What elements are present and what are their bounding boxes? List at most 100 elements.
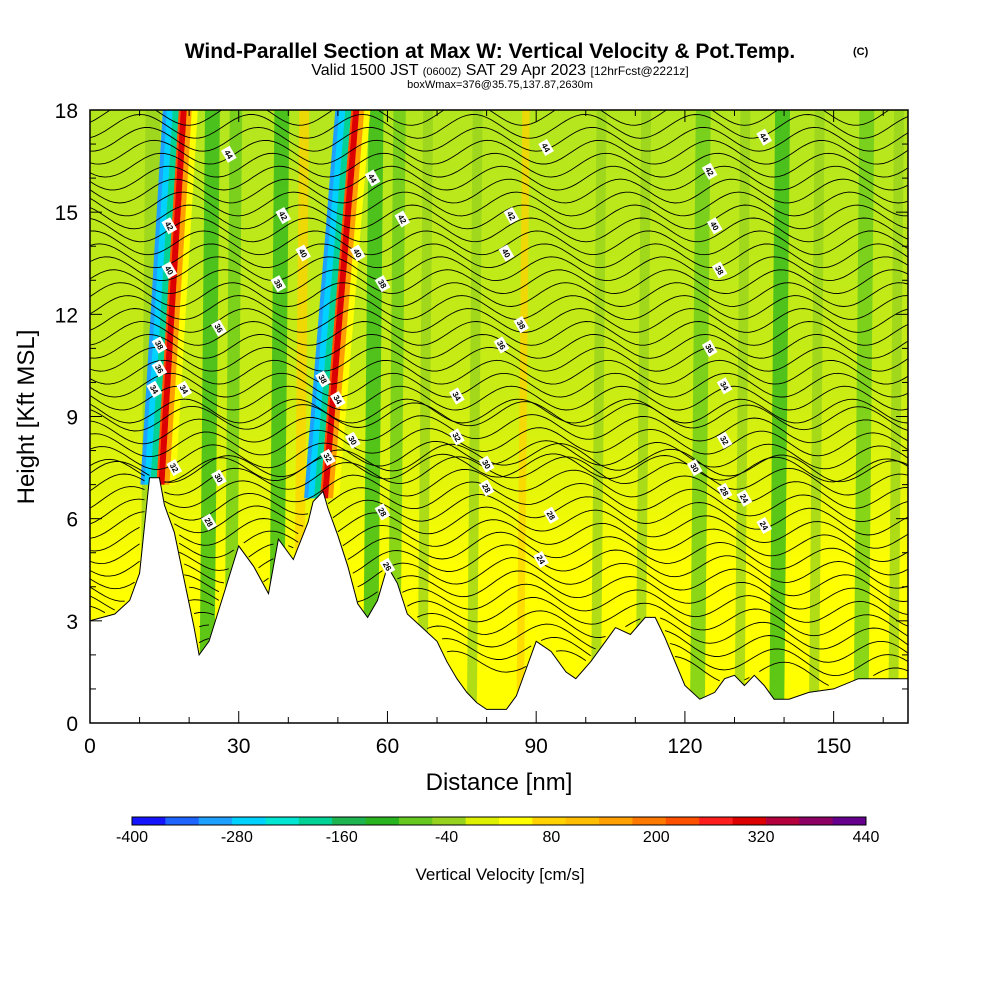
contour-label: 40 <box>161 261 178 279</box>
y-tick-label: 12 <box>55 304 78 327</box>
contour-label-bg <box>211 319 227 337</box>
contour-label-bg <box>478 479 495 497</box>
colorbar-swatch <box>132 817 166 825</box>
contour-label: 44 <box>364 169 381 187</box>
contour-label: 30 <box>344 431 361 449</box>
colorbar-swatch <box>699 817 734 825</box>
contour-label: 42 <box>394 210 411 228</box>
colorbar-swatch <box>765 817 800 825</box>
contour-label-bg <box>394 210 411 228</box>
contour-label-bg <box>716 377 733 395</box>
contour-label: 44 <box>220 145 237 163</box>
velocity-streak <box>466 110 483 723</box>
contour-label-bg <box>503 207 520 225</box>
colorbar-swatch <box>298 817 333 825</box>
contour-label: 40 <box>706 217 723 235</box>
theta-contour <box>446 650 908 686</box>
theta-contours <box>90 110 908 686</box>
velocity-core <box>322 110 360 499</box>
contour-label-bg <box>711 261 728 279</box>
theta-contour <box>90 494 908 539</box>
contour-label: 34 <box>449 387 465 405</box>
contour-label: 38 <box>151 336 168 354</box>
theta-contour <box>198 610 908 650</box>
contour-label: 28 <box>374 503 391 521</box>
theta-contour <box>90 372 908 398</box>
contour-label: 44 <box>538 138 554 157</box>
x-tick-label: 120 <box>667 735 702 758</box>
contour-label-bg <box>449 387 465 405</box>
contour-label: 32 <box>320 448 336 466</box>
contour-label: 32 <box>716 431 733 449</box>
contour-label: 34 <box>716 377 733 395</box>
contour-label-bg <box>533 550 549 569</box>
theta-contour <box>90 440 908 470</box>
contour-label: 28 <box>543 506 559 524</box>
velocity-core <box>158 110 187 485</box>
colorbar-tick-label: 440 <box>853 829 880 846</box>
contour-label-bg <box>716 482 733 500</box>
theta-contour <box>90 427 908 458</box>
contour-label: 34 <box>330 390 346 409</box>
theta-contour <box>90 282 908 307</box>
theta-contour <box>90 557 908 602</box>
contour-label: 26 <box>379 557 396 575</box>
colorbar-label: Vertical Velocity [cm/s] <box>415 865 584 884</box>
colorbar-tick-label: 80 <box>543 829 561 846</box>
contour-label-bg <box>220 145 237 163</box>
theta-contour <box>90 519 908 565</box>
colorbar-swatch <box>398 817 433 825</box>
contour-label: 36 <box>701 339 718 357</box>
colorbar <box>131 816 867 826</box>
theta-contour <box>90 506 908 552</box>
theta-contour <box>198 623 908 663</box>
contour-label: 42 <box>503 207 520 225</box>
contour-label-bg <box>211 469 227 487</box>
contour-label: 40 <box>349 244 366 262</box>
contour-label-bg <box>166 459 183 477</box>
x-axis: 0 30 60 90 120 150 <box>84 110 884 758</box>
colorbar-swatch <box>732 817 767 825</box>
contour-label: 42 <box>701 162 718 180</box>
forecast-info: [12hrFcst@2221z] <box>591 64 689 78</box>
contour-label-bg <box>513 316 530 334</box>
x-tick-label: 150 <box>816 735 851 758</box>
contour-label-bg <box>151 336 168 354</box>
contour-label-bg <box>543 506 559 524</box>
box-info: boxWmax=376@35.75,137.87,2630m <box>407 79 593 91</box>
colorbar-tick-label: 200 <box>643 829 670 846</box>
colorbar-tick-label: -160 <box>326 829 358 846</box>
contour-label-bg <box>295 244 312 262</box>
colorbar-swatch <box>665 817 700 825</box>
theta-contour <box>90 110 890 126</box>
contour-label-bg <box>330 390 346 409</box>
colorbar-ticks: -400 -280 -160 -40 80 200 320 440 <box>116 829 879 846</box>
contour-label: 38 <box>711 261 728 279</box>
velocity-streak <box>769 110 791 723</box>
contour-label-bg <box>151 360 168 378</box>
terrain-mask <box>90 477 908 723</box>
theta-contour <box>90 113 908 139</box>
velocity-core <box>169 110 198 485</box>
colorbar-swatch <box>565 817 600 825</box>
contour-label: 38 <box>315 370 331 388</box>
copyright-mark: (C) <box>853 46 869 58</box>
velocity-streak <box>853 110 875 723</box>
y-tick-label: 0 <box>66 713 78 736</box>
y-tick-label: 18 <box>55 100 78 123</box>
contour-label-bg <box>686 459 703 477</box>
colorbar-swatch <box>499 817 533 825</box>
contour-label-bg <box>498 244 515 262</box>
x-tick-label: 90 <box>525 735 548 758</box>
chart-title: Wind-Parallel Section at Max W: Vertical… <box>185 40 796 63</box>
contour-label: 42 <box>275 207 292 225</box>
colorbar-tick-label: -280 <box>221 829 253 846</box>
plot-area: 4442403836444240384442403836343230282824… <box>90 110 908 723</box>
contour-label: 40 <box>498 244 515 262</box>
contour-label: 30 <box>211 469 227 487</box>
theta-contour <box>90 456 908 496</box>
contour-label: 44 <box>756 128 773 146</box>
y-tick-label: 3 <box>66 611 78 634</box>
theta-contour <box>194 597 908 637</box>
